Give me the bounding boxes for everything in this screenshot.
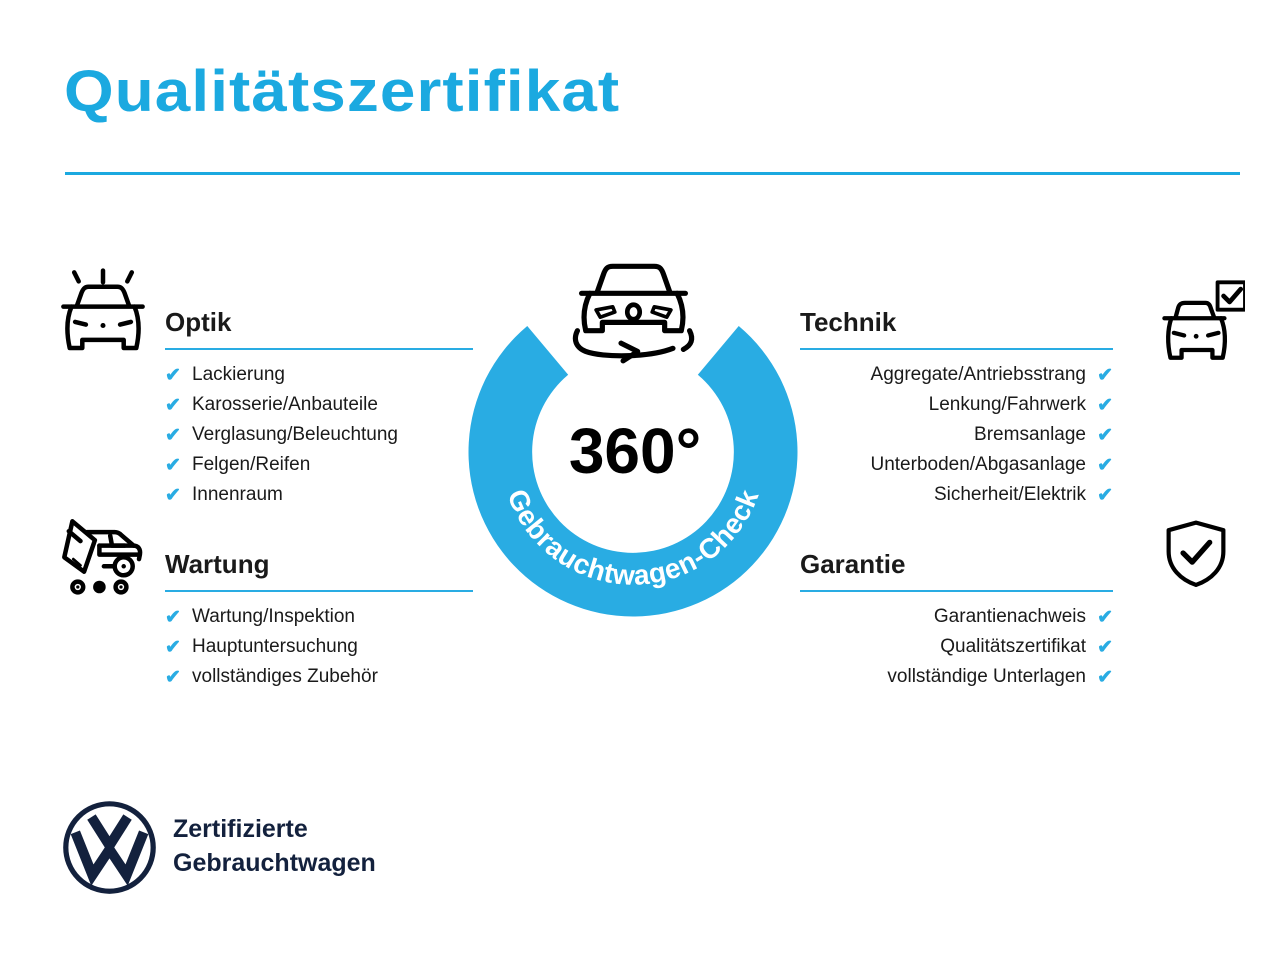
svg-text:360°: 360° (569, 415, 701, 487)
